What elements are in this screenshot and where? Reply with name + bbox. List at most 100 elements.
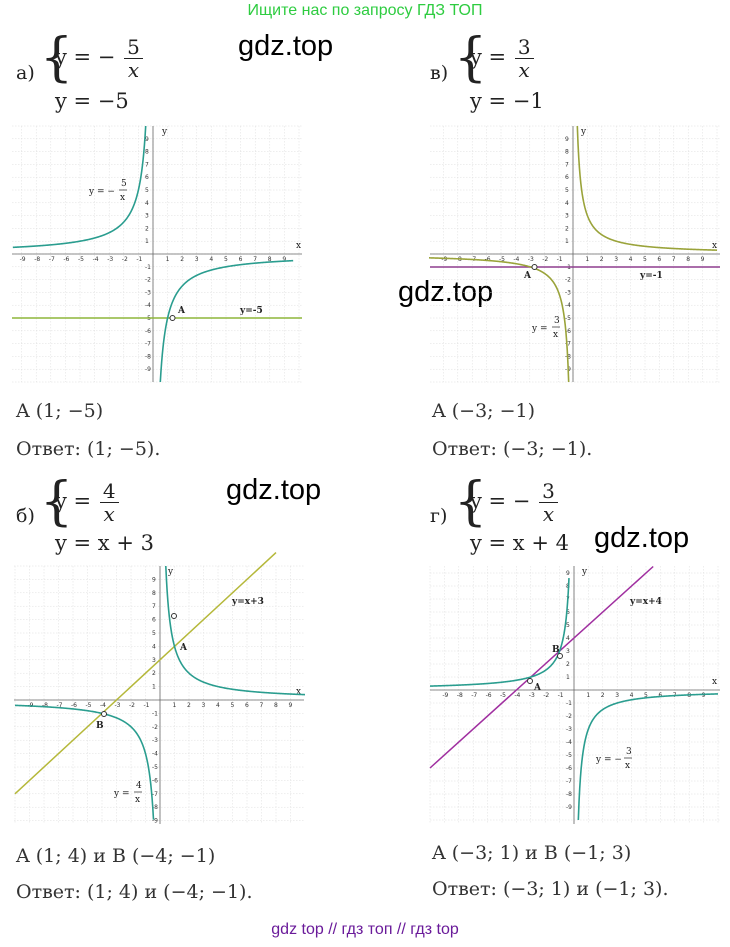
y-tick-label: -5 [566, 752, 572, 759]
x-tick-label: -2 [542, 256, 548, 263]
y-tick-label: -9 [152, 818, 158, 825]
y-tick-label: 7 [145, 161, 149, 168]
y-tick-label: -5 [152, 764, 158, 771]
x-tick-label: 1 [173, 702, 177, 709]
x-tick-label: -8 [34, 256, 40, 263]
line-label-v: y=-1 [639, 271, 663, 281]
x-tick-label: -6 [63, 256, 69, 263]
x-axis-label: x [712, 241, 717, 251]
y-tick-label: 6 [565, 174, 569, 181]
point-label-a-b: A [179, 643, 188, 653]
y-tick-label: -7 [152, 791, 158, 798]
y-tick-label: 4 [152, 643, 156, 650]
grid [12, 125, 302, 383]
x-tick-label: -4 [100, 702, 106, 709]
y-tick-label: -6 [145, 328, 151, 335]
answer-point-v: A (−3; −1) [432, 400, 536, 422]
y-tick-label: -6 [565, 328, 571, 335]
x-tick-label: 3 [615, 692, 619, 699]
y-tick-label: 7 [152, 603, 156, 610]
problem-label-a: а) [16, 62, 35, 84]
curve-label-den-g: x [625, 761, 630, 771]
x-tick-label: -9 [20, 256, 26, 263]
intersection-point-b [557, 653, 563, 659]
y-tick-label: -4 [566, 739, 572, 746]
y-tick-label: 2 [145, 225, 149, 232]
x-tick-label: 2 [600, 256, 604, 263]
y-tick-label: -7 [566, 778, 572, 785]
x-tick-label: -1 [136, 256, 142, 263]
x-tick-label: 5 [231, 702, 235, 709]
y-axis-label: y [161, 127, 168, 137]
x-tick-label: -2 [129, 702, 135, 709]
y-tick-label: 7 [565, 161, 569, 168]
y-tick-label: -9 [566, 804, 572, 811]
y-tick-label: 6 [566, 609, 570, 616]
footer-links[interactable]: gdz top // гдз топ // гдз top [271, 921, 459, 938]
y-tick-label: -3 [152, 737, 158, 744]
intersection-point-a [169, 315, 176, 321]
line-y-x-plus-4 [429, 565, 654, 769]
answer-point-a: A (1; −5) [16, 400, 104, 422]
hyperbola-right-branch [577, 693, 719, 821]
y-tick-label: 8 [152, 590, 156, 597]
problem-label-g: г) [430, 505, 448, 527]
watermark: gdz.top [238, 30, 334, 62]
y-tick-label: -2 [566, 713, 572, 720]
x-tick-label: -1 [144, 702, 150, 709]
x-tick-label: 8 [268, 256, 272, 263]
equation-2-g: y = x + 4 [470, 531, 569, 555]
x-tick-label: 6 [657, 256, 661, 263]
y-tick-label: -1 [566, 700, 572, 707]
y-tick-label: 1 [566, 674, 570, 681]
x-tick-label: 6 [239, 256, 243, 263]
y-tick-label: -8 [152, 804, 158, 811]
y-tick-label: 1 [152, 684, 156, 691]
x-tick-label: 1 [585, 256, 589, 263]
x-tick-label: -6 [485, 256, 491, 263]
x-tick-label: 1 [166, 256, 170, 263]
x-tick-label: -5 [86, 702, 92, 709]
x-tick-label: 2 [180, 256, 184, 263]
x-tick-label: -8 [457, 692, 463, 699]
answer-point-b: A (1; 4) и B (−4; −1) [16, 845, 216, 867]
y-axis-label: y [580, 127, 587, 137]
watermark: gdz.top [398, 276, 494, 308]
y-tick-label: 2 [152, 670, 156, 677]
y-tick-label: -8 [145, 353, 151, 360]
x-tick-label: -8 [42, 702, 48, 709]
y-tick-label: 5 [145, 187, 149, 194]
x-tick-label: 2 [601, 692, 605, 699]
point-label-a: A [177, 306, 186, 316]
x-tick-label: 9 [702, 692, 706, 699]
y-tick-label: -3 [566, 726, 572, 733]
y-tick-label: 1 [145, 238, 149, 245]
y-tick-label: 5 [566, 622, 570, 629]
y-tick-label: 6 [145, 174, 149, 181]
curve-label-num-b: 4 [136, 781, 142, 791]
hyperbola-left-branch [429, 578, 570, 687]
graph-g: x y -9 -8 -7 -6 -5 -4 -3 -2 -1 1 2 3 4 5 6 7 8 9-9-8-7-6-… [429, 565, 720, 824]
y-tick-label: 9 [565, 136, 569, 143]
y-tick-label: -4 [145, 302, 151, 309]
x-tick-label: -1 [557, 256, 563, 263]
y-tick-label: 9 [152, 576, 156, 583]
x-tick-label: 3 [202, 702, 206, 709]
x-tick-label: -4 [513, 256, 519, 263]
curve-label-num-v: 3 [554, 316, 560, 326]
y-tick-label: 1 [565, 238, 569, 245]
y-tick-label: -2 [145, 277, 151, 284]
answer-b: Ответ: (1; 4) и (−4; −1). [16, 881, 253, 903]
y-tick-label: -3 [565, 289, 571, 296]
hyperbola-right-branch [159, 259, 294, 383]
x-tick-label: -3 [115, 702, 121, 709]
x-tick-label: -3 [528, 256, 534, 263]
y-tick-label: 5 [152, 630, 156, 637]
curve-label-den-a: x [120, 193, 125, 203]
y-tick-label: 3 [145, 213, 149, 220]
curve-label-b: y = [113, 789, 130, 799]
x-tick-label: -5 [499, 256, 505, 263]
